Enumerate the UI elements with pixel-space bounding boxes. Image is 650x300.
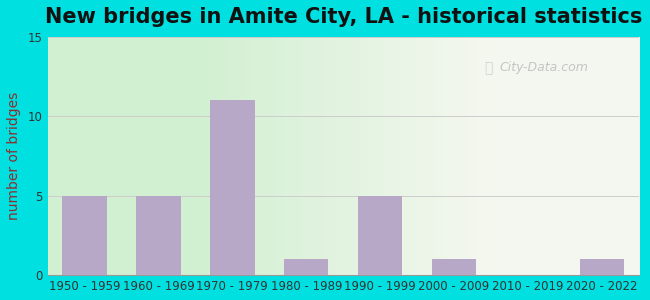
Bar — [210, 100, 255, 275]
Title: New bridges in Amite City, LA - historical statistics: New bridges in Amite City, LA - historic… — [44, 7, 642, 27]
Bar — [432, 259, 476, 275]
Bar — [136, 196, 181, 275]
Bar — [358, 196, 402, 275]
Bar — [284, 259, 328, 275]
Y-axis label: number of bridges: number of bridges — [7, 92, 21, 220]
Bar — [62, 196, 107, 275]
Bar — [580, 259, 624, 275]
Text: City-Data.com: City-Data.com — [500, 61, 589, 74]
Text: Ⓜ: Ⓜ — [484, 61, 492, 75]
